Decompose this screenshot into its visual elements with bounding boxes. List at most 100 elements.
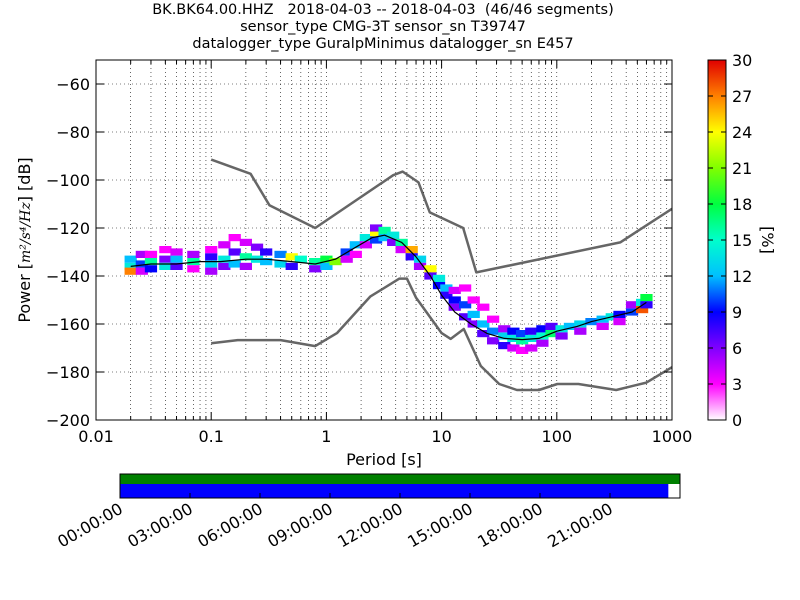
density-cell — [274, 250, 287, 258]
density-cell — [405, 246, 418, 254]
density-cell — [498, 342, 511, 350]
title-line-datalogger: datalogger_type GuralpMinimus datalogger… — [192, 36, 574, 52]
colorbar-label: [%] — [758, 226, 777, 254]
density-cell — [467, 320, 480, 328]
density-cell — [124, 255, 137, 263]
density-cell — [459, 284, 472, 292]
density-cell — [285, 262, 298, 270]
density-cell — [144, 265, 158, 273]
density-cell — [448, 303, 461, 311]
density-cell — [170, 255, 183, 263]
density-cell — [486, 337, 500, 345]
density-cell — [574, 327, 587, 335]
density-cell — [205, 260, 218, 268]
colorbar-tick-label: 15 — [732, 231, 752, 250]
colorbar-tick-label: 21 — [732, 159, 752, 178]
y-axis-label-unit: m²/s⁴/Hz — [18, 202, 34, 263]
density-cell — [486, 315, 500, 323]
density-cell — [516, 330, 529, 338]
density-cell — [205, 246, 218, 254]
colorbar-tick-label: 9 — [732, 303, 742, 322]
density-cell — [170, 262, 183, 270]
density-cell — [477, 330, 490, 338]
density-cell — [448, 286, 461, 294]
density-cell — [369, 229, 383, 237]
density-cell — [555, 325, 568, 333]
density-cell — [218, 255, 231, 263]
y-tick-label: −180 — [46, 363, 90, 382]
availability-data-blue — [120, 484, 669, 498]
density-cell — [205, 253, 218, 261]
density-cell — [563, 322, 577, 330]
density-cell — [135, 260, 148, 268]
density-cell — [340, 255, 353, 263]
availability-tick-label: 18:00:00 — [474, 499, 546, 551]
density-cell — [545, 322, 558, 330]
availability-tick-label: 15:00:00 — [404, 499, 476, 551]
density-cell — [187, 265, 200, 273]
density-cell — [170, 248, 183, 256]
density-cell — [477, 320, 490, 328]
density-cell — [359, 234, 372, 242]
colorbar-tick-label: 12 — [732, 267, 752, 286]
availability-tick-label: 00:00:00 — [54, 499, 126, 551]
density-cell — [387, 231, 400, 239]
availability-tick-label: 21:00:00 — [544, 499, 616, 551]
y-tick-label: −120 — [46, 219, 90, 238]
y-tick-label: −60 — [56, 75, 90, 94]
density-cell — [555, 332, 568, 340]
density-cell — [507, 334, 520, 342]
density-cell — [467, 310, 480, 318]
y-tick-label: −140 — [46, 267, 90, 286]
density-cell — [274, 260, 287, 268]
density-cell — [507, 327, 520, 335]
density-cell — [635, 306, 649, 314]
density-cell — [239, 262, 252, 270]
density-cell — [424, 265, 437, 273]
density-cell — [395, 246, 408, 254]
colorbar-tick-label: 3 — [732, 375, 742, 394]
density-cell — [432, 274, 446, 282]
density-cell — [159, 255, 172, 263]
y-axis-label: Power [m²/s⁴/Hz] [dB] — [15, 157, 34, 322]
density-cell — [413, 262, 427, 270]
density-cell — [378, 234, 391, 242]
density-cell — [329, 258, 342, 266]
density-cell — [228, 260, 241, 268]
density-cell — [516, 337, 529, 345]
y-tick-label: −80 — [56, 123, 90, 142]
density-cell — [574, 320, 587, 328]
availability-tick-label: 09:00:00 — [264, 499, 336, 551]
density-cell — [135, 267, 148, 275]
density-cell — [640, 301, 653, 309]
density-cell — [467, 296, 480, 304]
density-cell — [536, 339, 549, 347]
x-tick-label: 1000 — [652, 427, 693, 446]
density-cell — [294, 255, 307, 263]
density-cell — [309, 265, 322, 273]
colorbar-ticks: 0 3 6 9 12 15 18 21 24 27 30 — [708, 51, 752, 430]
density-cell — [349, 250, 362, 258]
new-high-noise-model-line — [210, 158, 672, 274]
curves — [130, 158, 672, 392]
colorbar-tick-label: 6 — [732, 339, 742, 358]
colorbar-tick-label: 27 — [732, 87, 752, 106]
density-cell — [387, 238, 400, 246]
density-cell — [359, 241, 372, 249]
colorbar-tick-label: 0 — [732, 411, 742, 430]
x-axis-label: Period [s] — [346, 450, 422, 469]
colorbar-tick-label: 18 — [732, 195, 752, 214]
density-cell — [218, 241, 231, 249]
density-cell — [320, 255, 333, 263]
density-cell — [124, 262, 137, 270]
density-cell — [349, 241, 362, 249]
density-cell — [448, 296, 461, 304]
availability-tick-label: 03:00:00 — [124, 499, 196, 551]
plot-frame — [95, 59, 673, 421]
density-cell — [432, 282, 446, 290]
x-tick-label: 0.01 — [78, 427, 114, 446]
density-cell — [135, 250, 148, 258]
availability-segments-green — [120, 474, 680, 484]
availability-tick-label: 06:00:00 — [194, 499, 266, 551]
